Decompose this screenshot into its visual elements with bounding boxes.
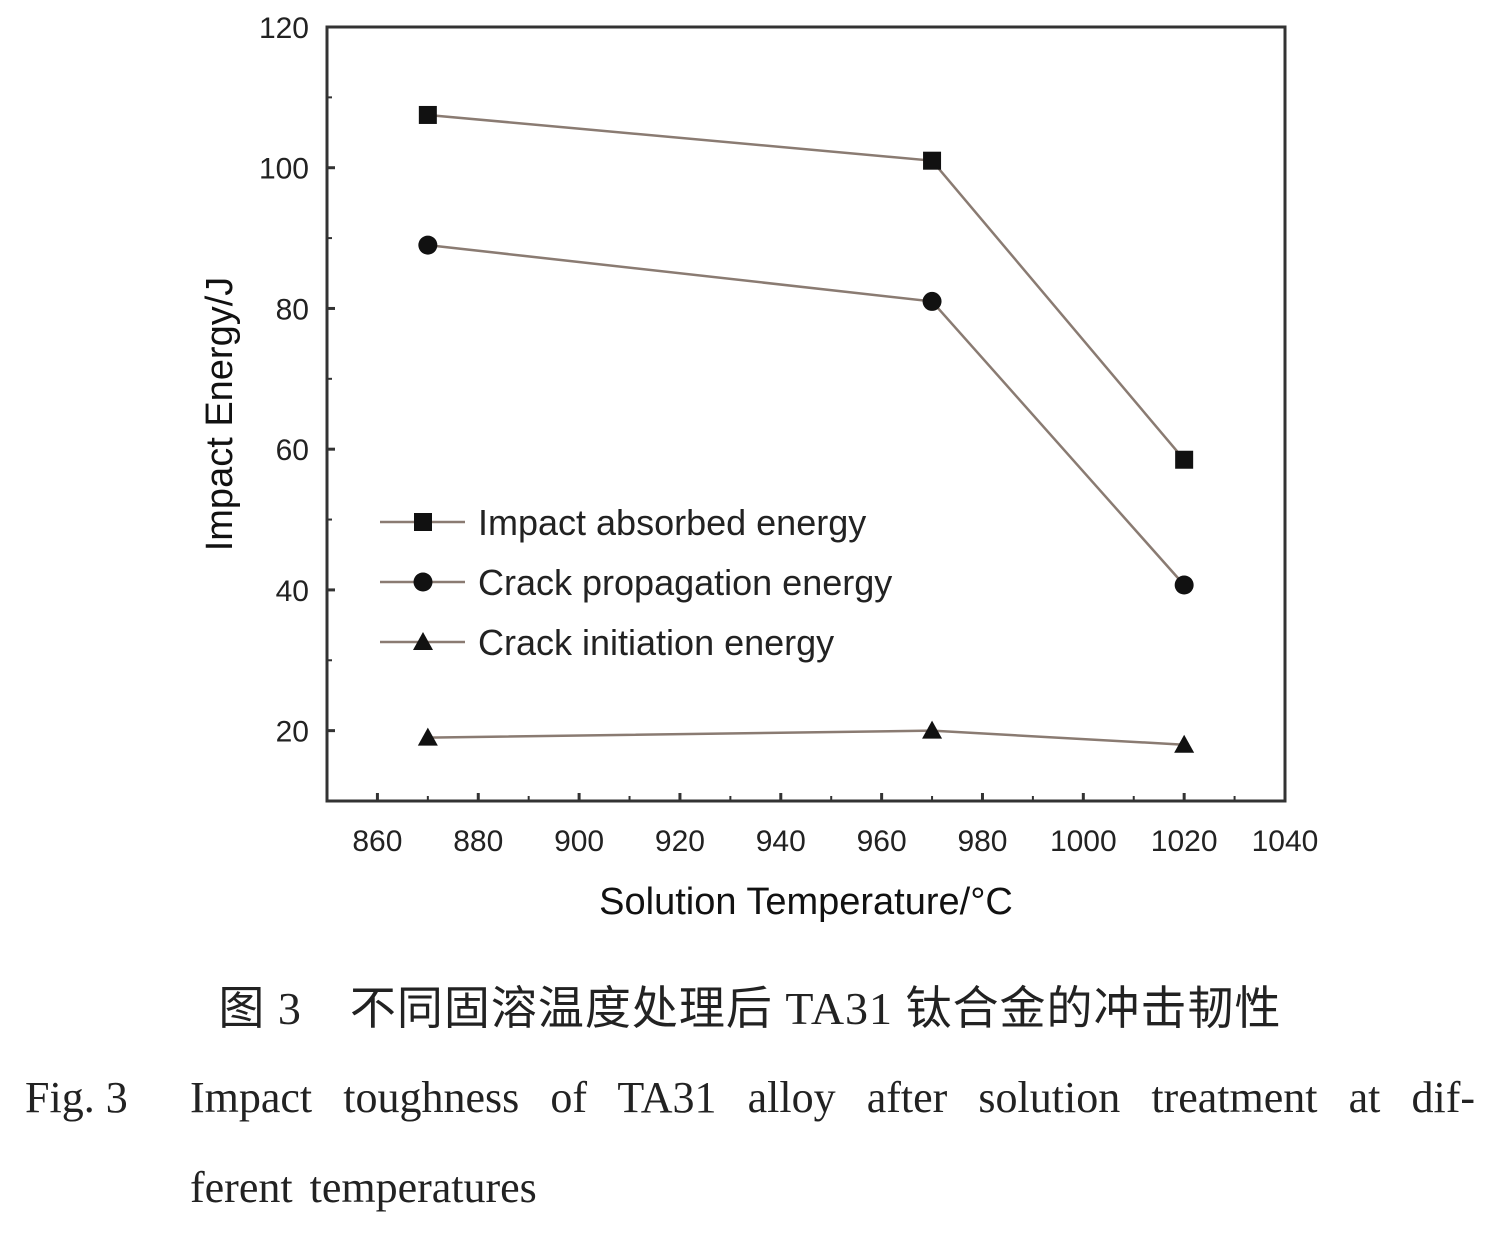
line-chart: 860 880 900 920 940 960 980 1000 1020 1040 20 40 60 8… (199, 12, 1319, 923)
y-tick-label: 40 (276, 575, 309, 608)
caption-cn-label: 图 3 (218, 983, 302, 1034)
data-point-circle (1174, 575, 1194, 595)
series-line-3 (427, 729, 1185, 746)
data-point-triangle (417, 727, 438, 746)
x-tick-label: 940 (756, 825, 806, 858)
x-tick-label: 1000 (1050, 825, 1117, 858)
x-tick-label: 960 (857, 825, 907, 858)
x-tick-label: 860 (352, 825, 402, 858)
legend-label: Crack propagation energy (478, 562, 892, 603)
legend-label: Crack initiation energy (478, 622, 834, 663)
data-point-circle (418, 235, 438, 255)
y-tick-label: 20 (276, 716, 309, 749)
legend-label: Impact absorbed energy (478, 502, 866, 543)
caption-en-line1: Impact toughness of TA31 alloy after sol… (190, 1073, 1475, 1122)
x-tick-label: 900 (554, 825, 604, 858)
y-tick-label: 120 (259, 12, 309, 45)
x-tick-label: 1020 (1151, 825, 1218, 858)
caption-en-label: Fig. 3 (25, 1073, 128, 1122)
y-tick-label: 100 (259, 153, 309, 186)
plot-frame (325, 25, 1287, 803)
legend-marker-circle (413, 572, 433, 592)
x-tick-label: 980 (957, 825, 1007, 858)
y-tick-label: 80 (276, 293, 309, 326)
caption-en-line2: ferent temperatures (190, 1163, 537, 1212)
y-axis-label: Impact Energy/J (199, 277, 241, 552)
x-tick-label: 1040 (1252, 825, 1319, 858)
data-point-triangle (922, 720, 943, 739)
x-tick-label: 920 (655, 825, 705, 858)
data-point-circle (922, 291, 942, 311)
data-point-square (418, 105, 437, 124)
data-point-square (1175, 450, 1194, 469)
legend-marker-triangle (413, 632, 433, 650)
x-tick-label: 880 (453, 825, 503, 858)
x-axis-label: Solution Temperature/°C (599, 881, 1013, 923)
y-tick-label: 60 (276, 434, 309, 467)
caption-cn-text: 不同固溶温度处理后 TA31 钛合金的冲击韧性 (349, 983, 1282, 1034)
data-point-square (923, 151, 942, 170)
data-point-triangle (1174, 734, 1195, 753)
caption-chinese: 图 3 不同固溶温度处理后 TA31 钛合金的冲击韧性 (0, 972, 1500, 1038)
legend-marker-square (414, 513, 432, 531)
